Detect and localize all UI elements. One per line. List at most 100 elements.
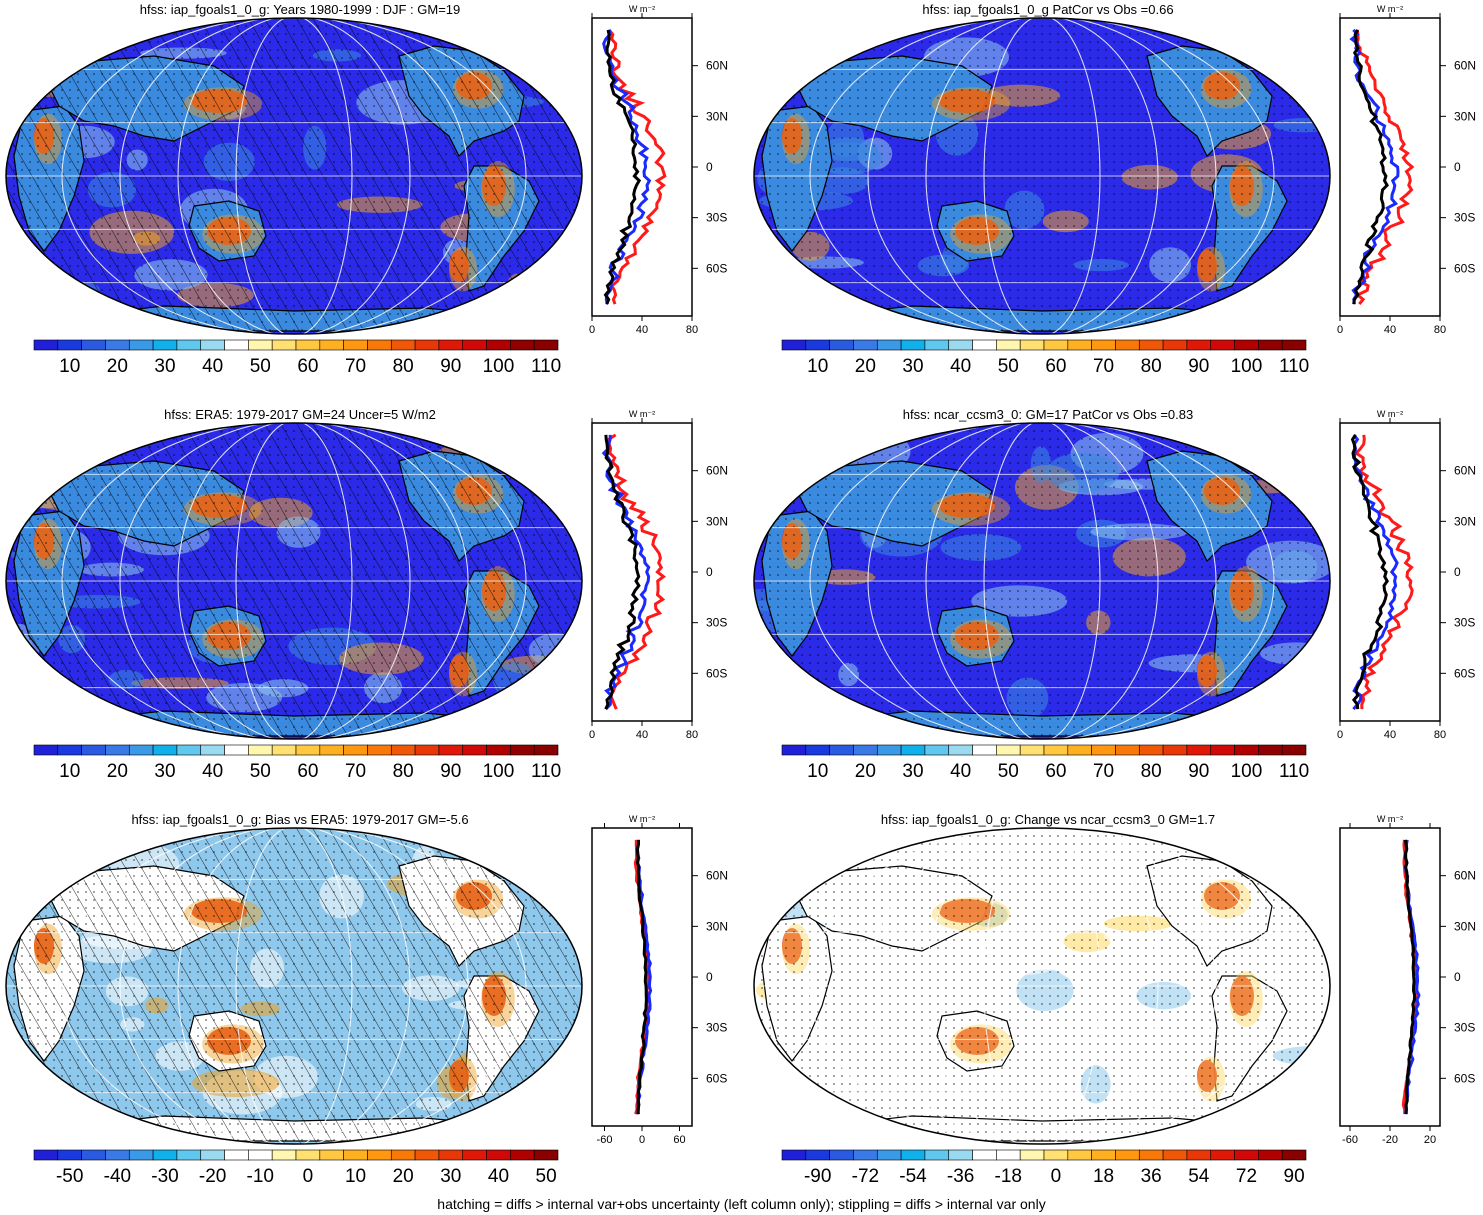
- colorbar-label: 60: [297, 761, 318, 782]
- colorbar-swatch: [105, 1149, 130, 1161]
- map-group: [753, 422, 1331, 740]
- colorbar-swatch: [295, 339, 321, 351]
- lat-tick-label: 30N: [1454, 919, 1476, 933]
- colorbar-swatch: [367, 744, 392, 756]
- graticule-meridian: [119, 828, 469, 1144]
- profile-x-label: 40: [1384, 324, 1396, 336]
- graticule-meridian: [235, 423, 353, 739]
- lat-tick-label: 60N: [1454, 59, 1476, 73]
- colorbar-swatch: [271, 744, 297, 756]
- colorbar-swatch: [1258, 744, 1283, 756]
- colorbar-label: -20: [199, 1166, 226, 1187]
- colorbar-swatch: [805, 339, 830, 351]
- colorbar-label: 60: [1045, 356, 1066, 377]
- graticule-meridian: [983, 828, 1101, 1144]
- panel-svg: 60N 30N 0 30S 60S -60 -20 20 W m⁻² -90 -72 -54 -36 -1…: [753, 814, 1476, 1187]
- colorbar-label: 110: [531, 356, 561, 377]
- profile-line-black: [1352, 29, 1389, 305]
- profile-line-red: [1354, 29, 1415, 306]
- graticule-meridian: [61, 828, 527, 1144]
- panel-svg: 60N 30N 0 30S 60S 0 40 80 W m⁻² 10 20 30 40 50 60 70 80 9…: [753, 409, 1476, 782]
- colorbar-label: 54: [1188, 1166, 1210, 1187]
- colorbar-label: -18: [995, 1166, 1022, 1187]
- colorbar-label: -50: [56, 1166, 83, 1187]
- lat-tick-label: 60S: [1454, 1071, 1475, 1085]
- colorbar-swatch: [876, 339, 902, 351]
- colorbar-swatch: [1091, 1149, 1116, 1161]
- colorbar-swatch: [1019, 1149, 1045, 1161]
- colorbar-swatch: [1281, 1149, 1307, 1161]
- profile-x-label: 80: [1434, 729, 1446, 741]
- graticule-meridian: [61, 423, 527, 739]
- map-border: [5, 422, 583, 740]
- map-group: [753, 17, 1331, 335]
- colorbar-swatch: [224, 339, 249, 351]
- profile-x-label: 80: [686, 729, 698, 741]
- colorbar-swatch: [271, 339, 297, 351]
- zonal-profile: 60N 30N 0 30S 60S 0 40 80 W m⁻²: [1337, 4, 1476, 336]
- colorbar: 10 20 30 40 50 60 70 80 90 100 110: [781, 339, 1309, 377]
- colorbar-swatch: [462, 1149, 487, 1161]
- map-group: [753, 827, 1331, 1145]
- colorbar-label: 110: [1279, 356, 1309, 377]
- colorbar-swatch: [486, 744, 511, 756]
- colorbar-swatch: [948, 1149, 973, 1161]
- colorbar-swatch: [1258, 1149, 1283, 1161]
- panel-1: hfss: iap_fgoals1_0_g: Years 1980-1999 :…: [0, 0, 735, 400]
- colorbar-swatch: [57, 1149, 82, 1161]
- field-blob: [754, 839, 820, 874]
- colorbar-swatch: [829, 339, 854, 351]
- panel-5: hfss: iap_fgoals1_0_g: Bias vs ERA5: 197…: [0, 810, 735, 1210]
- lat-tick-label: 60S: [1454, 261, 1475, 275]
- colorbar-swatch: [390, 744, 416, 756]
- zonal-profile: 60N 30N 0 30S 60S 0 40 80 W m⁻²: [1337, 409, 1476, 741]
- colorbar-swatch: [996, 1149, 1021, 1161]
- colorbar-swatch: [1281, 339, 1307, 351]
- profile-frame: [1339, 827, 1441, 1127]
- colorbar-swatch: [271, 1149, 297, 1161]
- colorbar-swatch: [805, 1149, 830, 1161]
- colorbar-label: 20: [855, 356, 876, 377]
- field-blob: [6, 253, 39, 294]
- profile-frame: [591, 422, 693, 722]
- colorbar-swatch: [343, 744, 368, 756]
- zonal-profile: 60N 30N 0 30S 60S -60 0 60 W m⁻²: [591, 814, 728, 1146]
- colorbar-label: 100: [1231, 761, 1263, 782]
- profile-x-label: -20: [1382, 1134, 1398, 1146]
- lat-tick-label: 0: [1454, 160, 1461, 174]
- profile-x-label: 0: [1337, 324, 1343, 336]
- panel-svg: 60N 30N 0 30S 60S -60 0 60 W m⁻² -50 -40 -30 -20 -10 0…: [5, 814, 728, 1187]
- colorbar-swatch: [248, 1149, 273, 1161]
- lat-tick-label: 30N: [1454, 109, 1476, 123]
- panel-4: hfss: ncar_ccsm3_0: GM=17 PatCor vs Obs …: [748, 405, 1483, 805]
- graticule-meridian: [867, 828, 1217, 1144]
- colorbar-swatch: [948, 744, 973, 756]
- colorbar-swatch: [57, 339, 82, 351]
- lat-tick-label: 30S: [706, 616, 727, 630]
- colorbar-swatch: [390, 339, 416, 351]
- colorbar-swatch: [248, 744, 273, 756]
- graticule-meridian: [177, 828, 411, 1144]
- colorbar-swatch: [367, 1149, 392, 1161]
- colorbar-swatch: [414, 339, 440, 351]
- graticule-meridian: [925, 828, 1159, 1144]
- colorbar-label: -36: [947, 1166, 974, 1187]
- profile-x-label: -60: [1342, 1134, 1358, 1146]
- graticule-meridian: [177, 18, 411, 334]
- colorbar-label: 60: [1045, 761, 1066, 782]
- colorbar-label: 110: [1279, 761, 1309, 782]
- colorbar-swatch: [1115, 339, 1140, 351]
- colorbar-label: 18: [1093, 1166, 1114, 1187]
- panel-svg: 60N 30N 0 30S 60S 0 40 80 W m⁻² 10 20 30 40 50 60 70 80 9…: [753, 4, 1476, 377]
- map-group: [5, 422, 583, 740]
- colorbar-label: 30: [902, 356, 923, 377]
- colorbar-label: 40: [950, 356, 971, 377]
- profile-line-black: [603, 29, 642, 305]
- colorbar-swatch: [510, 744, 535, 756]
- map-border: [753, 17, 1331, 335]
- lat-tick-label: 30N: [706, 919, 728, 933]
- graticule-meridian: [61, 18, 527, 334]
- colorbar-swatch: [248, 339, 273, 351]
- colorbar-label: 36: [1141, 1166, 1162, 1187]
- map-group: [5, 827, 583, 1145]
